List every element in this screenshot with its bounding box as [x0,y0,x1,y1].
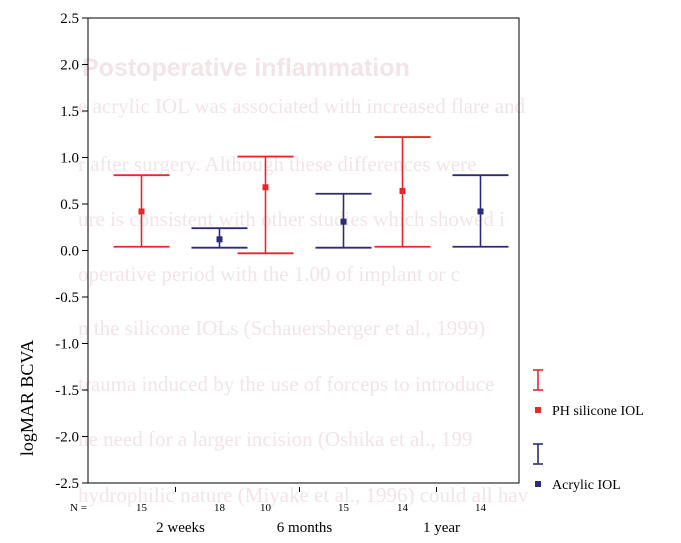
y-tick-label: -1.5 [55,383,79,399]
y-tick-label: 1.0 [60,151,79,167]
error-bar [113,174,170,248]
legend-marker [535,407,541,413]
plot-frame [87,17,520,484]
mean-marker [477,208,484,215]
mean-marker [262,184,269,191]
background-line: e acrylic IOL was associated with increa… [78,94,526,118]
error-bar [315,192,372,249]
error-bar [191,227,248,249]
background-line: ne need for a larger incision (Oshika et… [78,427,473,451]
background-line: n the silicone IOLs (Schauersberger et a… [78,316,486,340]
legend-label: PH silicone IOL [552,404,644,419]
mean-marker [340,218,347,225]
background-line: trauma induced by the use of forceps to … [78,372,495,396]
n-label: 10 [260,502,272,514]
y-tick-label: -0.5 [55,290,79,306]
y-tick-label: 1.5 [60,104,79,120]
group-label: 1 year [423,520,460,536]
y-tick-label: -2.5 [55,476,79,492]
group-label: 6 months [277,520,333,536]
y-tick-label: 2.0 [60,58,79,74]
y-axis: 2.5 2.0 1.5 1.0 0.5 0.0 -0.5 -1.0 -1.5 -2.0 -2.5 [55,11,88,492]
background-heading: Postoperative inflammation [82,54,410,82]
mean-marker [216,236,223,243]
y-tick-label: -2.0 [55,430,79,446]
n-label: 14 [397,502,409,514]
group-label: 2 weeks [156,520,205,536]
n-label: 18 [214,502,226,514]
error-bar [452,174,509,248]
n-label: 14 [475,502,487,514]
n-label: 15 [338,502,350,514]
n-prefix: N = [70,502,87,514]
legend: PH silicone IOL Acrylic IOL [533,369,644,493]
error-bar [237,155,294,255]
y-tick-label: 2.5 [60,11,79,27]
x-axis-labels: N = 15 18 2 weeks 10 15 6 months 14 14 1 year [70,487,487,536]
background-line: hydrophilic nature (Miyake et al., 1996)… [78,483,529,507]
error-bar [374,136,431,248]
y-axis-title: logMAR BCVA [17,340,37,456]
series-layer [113,136,509,255]
background-line: operative period with the 1.00 of implan… [78,262,460,286]
legend-label: Acrylic IOL [552,478,621,493]
plot-border [87,17,520,484]
legend-marker [535,481,541,487]
y-tick-label: 0.0 [60,244,79,260]
n-label: 15 [136,502,148,514]
background-line: ure is consistent with other studies whi… [78,207,505,231]
y-tick-label: 0.5 [60,197,79,213]
mean-marker [399,187,406,194]
mean-marker [138,208,145,215]
y-tick-label: -1.0 [55,337,79,353]
